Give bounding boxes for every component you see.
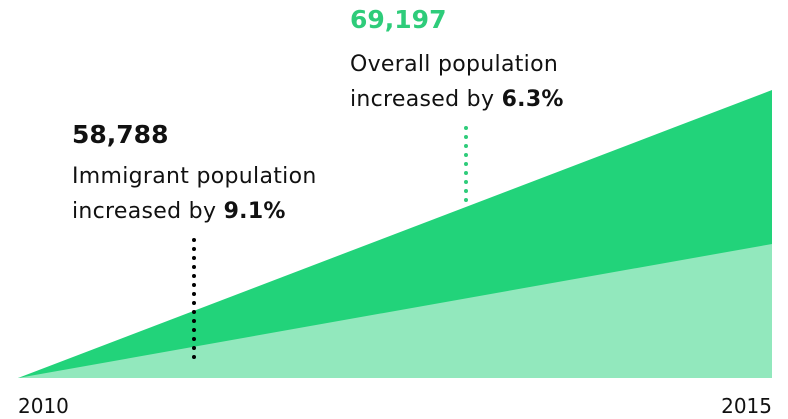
immigrant-description-line2: increased by 9.1%	[72, 199, 286, 224]
immigrant-value-label: 58,788	[72, 120, 168, 149]
overall-increase-percent: 6.3%	[502, 87, 564, 112]
overall-description-line2: increased by 6.3%	[350, 87, 564, 112]
immigrant-increase-percent: 9.1%	[224, 199, 286, 224]
immigrant-description-line1: Immigrant population	[72, 164, 317, 189]
area-immigrant-population	[18, 244, 772, 378]
overall-description-line1: Overall population	[350, 52, 558, 77]
overall-value-label: 69,197	[350, 5, 446, 34]
x-tick-label-2010: 2010	[18, 394, 69, 418]
x-tick-label-2015: 2015	[721, 394, 772, 418]
